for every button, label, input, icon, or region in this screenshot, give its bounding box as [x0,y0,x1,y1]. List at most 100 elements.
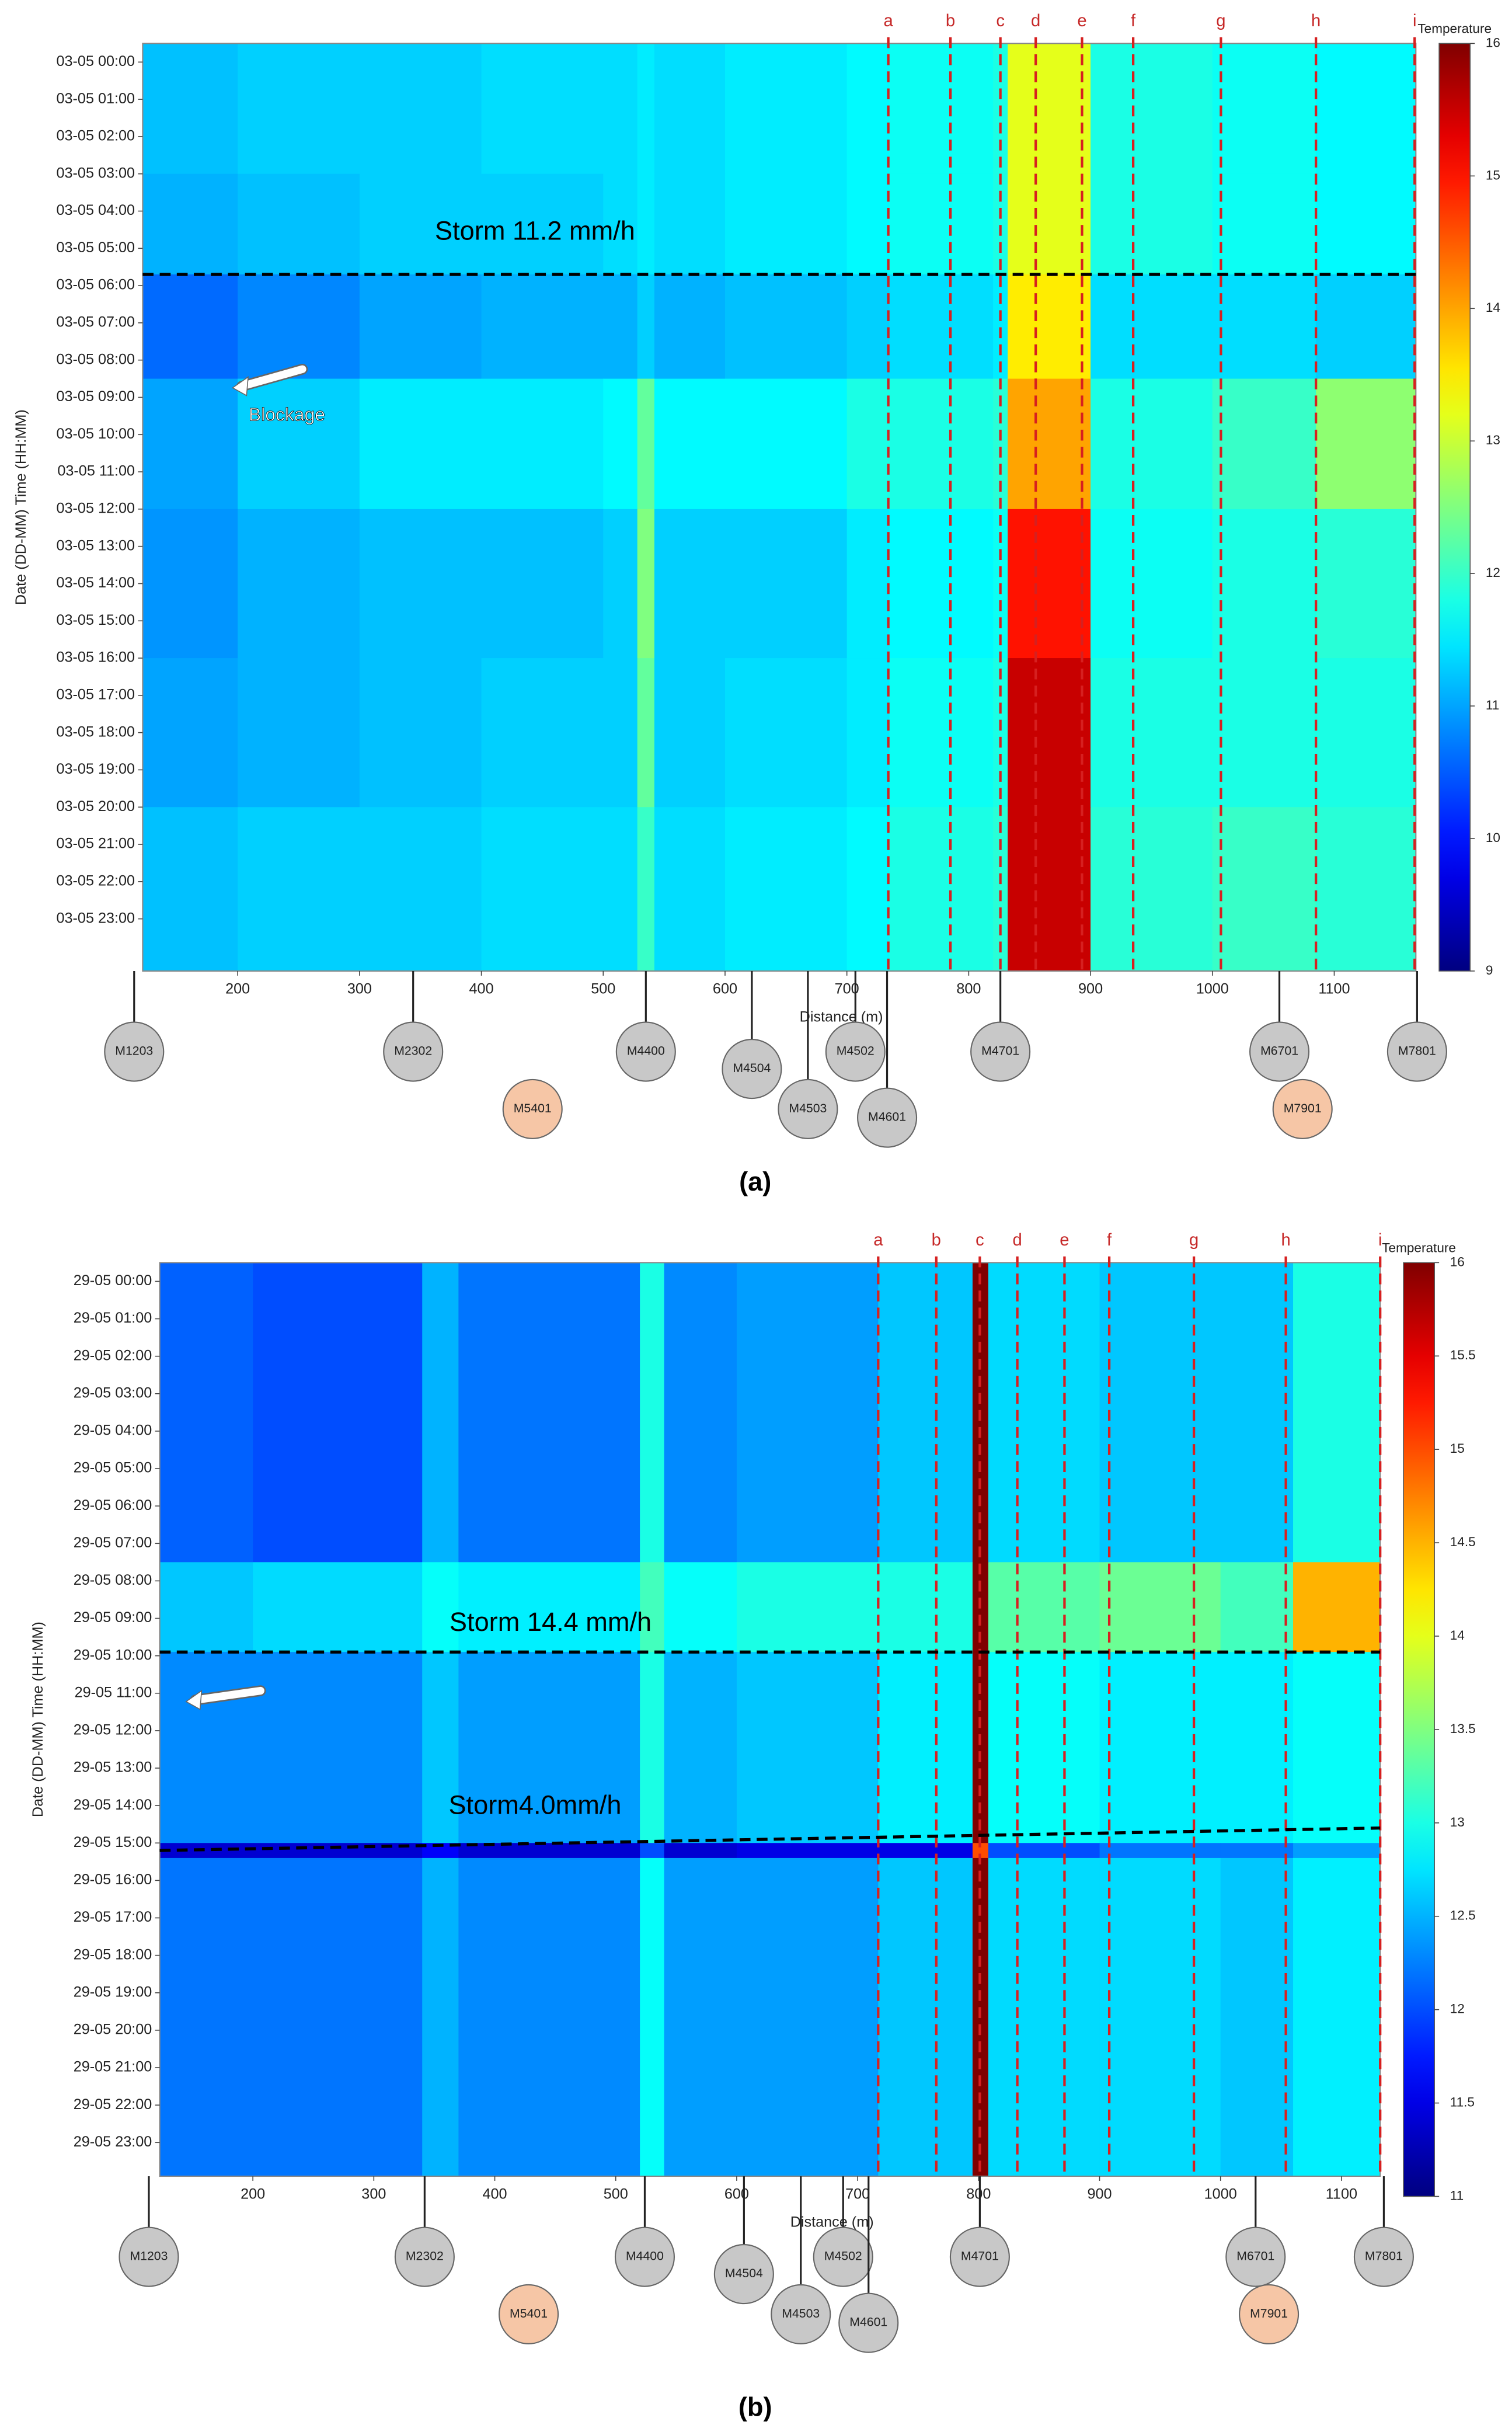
y-tick-label: 03-05 00:00 [56,53,135,69]
colorbar-tick-label: 10 [1486,830,1500,845]
heatmap-cell [253,1652,423,1844]
manhole-label: M5401 [510,2306,548,2320]
y-tick-label: 29-05 21:00 [74,2059,152,2075]
y-tick-label: 03-05 10:00 [56,426,135,442]
y-tick-label: 29-05 09:00 [74,1609,152,1626]
x-tick-label: 200 [225,980,250,997]
heatmap-cell [878,1652,973,1844]
manhole-label: M4400 [627,1044,665,1058]
x-tick-label: 1100 [1326,2186,1357,2203]
manhole-label: M6701 [1236,2249,1274,2263]
y-tick-label: 03-05 11:00 [57,463,135,479]
manhole-label: M2302 [406,2249,444,2263]
colorbar-tick-label: 16 [1486,35,1500,50]
heatmap-cell [142,173,238,275]
x-tick-label: 900 [1087,2186,1112,2203]
manhole [499,2284,559,2344]
heatmap-cell [1008,509,1091,659]
y-tick-label: 29-05 20:00 [74,2022,152,2038]
heatmap-cell [654,173,726,275]
heatmap-cell [972,1652,989,1844]
heatmap-cell [603,807,638,971]
heatmap-cell [889,807,994,971]
colorbar-tick-label: 14 [1450,1628,1465,1643]
heatmap-cell [142,509,238,659]
heatmap-cell [1008,658,1091,808]
manhole-label: M2302 [394,1044,432,1058]
x-tick-label: 300 [347,980,372,997]
section-label: g [1216,12,1225,30]
y-tick-label: 03-05 22:00 [56,873,135,889]
annotation: Blockage [249,403,325,425]
manhole [1239,2284,1300,2344]
y-tick-label: 03-05 12:00 [56,500,135,517]
colorbar-tick-label: 11.5 [1450,2095,1475,2110]
x-tick-label: 600 [724,2186,749,2203]
manhole-label: M4503 [782,2306,820,2320]
heatmap-cell [736,1262,879,1563]
heatmap-cell [1220,1857,1294,2176]
section-label: e [1060,1231,1069,1250]
heatmap-cell [359,807,482,971]
arrow-head [185,1689,203,1710]
heatmap-cell [1091,509,1213,659]
manhole-label: M4701 [981,1044,1019,1058]
heatmap-cell [159,1857,253,2176]
heatmap-cell [640,1857,665,2176]
colorbar-tick-label: 13.5 [1450,1721,1476,1736]
manhole [778,1078,838,1139]
heatmap-cell [736,1843,879,1859]
y-tick-label: 03-05 19:00 [56,761,135,777]
manhole [722,1039,782,1100]
section-label: b [946,12,955,30]
heatmap-cell [253,1562,423,1653]
manhole-label: M4502 [837,1044,875,1058]
heatmap-cell [1091,807,1213,971]
heatmap-cell [988,1843,1100,1859]
manhole [713,2244,774,2305]
manhole [614,2226,675,2287]
y-tick-label: 03-05 15:00 [56,612,135,628]
y-tick-label: 03-05 02:00 [56,128,135,144]
heatmap-cell [1099,1843,1221,1859]
heatmap-cell [889,378,994,510]
manhole [394,2226,455,2287]
heatmap-cell [846,378,890,510]
heatmap-cell [654,807,726,971]
heatmap-cell [736,1562,879,1653]
manhole-label: M6701 [1260,1044,1298,1058]
section-label: e [1077,12,1086,30]
heatmap-cell [988,1857,1100,2176]
manhole [825,1021,886,1082]
heatmap-cell [1099,1562,1221,1653]
manhole-label: M4601 [849,2315,887,2329]
x-tick-label: 1000 [1204,2186,1237,2203]
heatmap-cell [359,43,482,175]
colorbar-title: Temperature [1382,1240,1456,1255]
y-axis-title: Date (DD-MM) Time (HH:MM) [30,1622,46,1817]
arrow-shaft [238,365,306,391]
y-tick-label: 29-05 23:00 [74,2134,152,2150]
heatmap-cell [359,509,482,659]
heatmap-cell [1091,378,1213,510]
heatmap-cell [159,1652,253,1844]
heatmap-cell [142,43,238,175]
heatmap-cell [1293,1262,1381,1563]
y-tick-label: 29-05 15:00 [74,1834,152,1850]
heatmap-cell [846,274,890,380]
heatmap-cell [1316,173,1416,275]
manhole [502,1078,563,1139]
heatmap-cell [1220,1652,1294,1844]
heatmap-cell [481,43,604,175]
panel-label: (b) [738,2392,772,2421]
heatmap-cell [1091,658,1213,808]
heatmap-cell [1293,1843,1381,1859]
heatmap-cell [664,1262,737,1563]
x-tick-label: 700 [845,2186,870,2203]
heatmap-cell [1008,43,1091,175]
heatmap-cell [654,378,726,510]
heatmap-cell [878,1262,973,1563]
heatmap-cell [238,658,360,808]
heatmap-cell [889,43,994,175]
heatmap-cell [1212,173,1316,275]
